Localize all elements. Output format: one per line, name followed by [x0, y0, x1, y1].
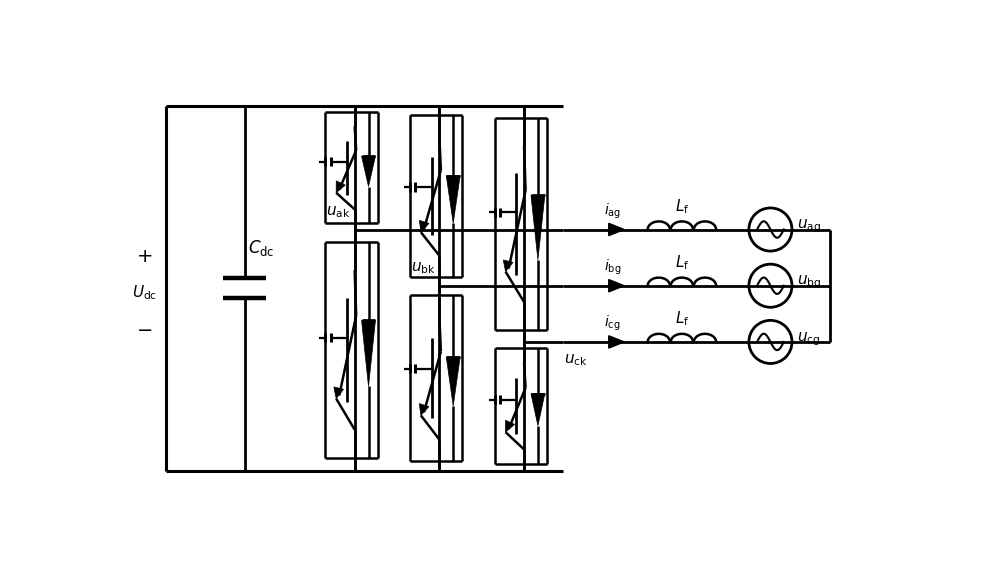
Text: $u_{\mathrm{ag}}$: $u_{\mathrm{ag}}$: [797, 218, 821, 235]
Polygon shape: [531, 394, 545, 425]
Polygon shape: [419, 220, 429, 232]
Polygon shape: [531, 195, 545, 260]
Polygon shape: [505, 420, 515, 432]
Text: $i_{\mathrm{cg}}$: $i_{\mathrm{cg}}$: [604, 314, 621, 333]
Polygon shape: [334, 387, 344, 398]
Polygon shape: [362, 156, 375, 186]
Polygon shape: [609, 280, 624, 292]
Text: $U_{\mathrm{dc}}$: $U_{\mathrm{dc}}$: [132, 283, 157, 302]
Polygon shape: [362, 320, 375, 386]
Text: $u_{\mathrm{ak}}$: $u_{\mathrm{ak}}$: [326, 205, 351, 220]
Polygon shape: [609, 336, 624, 348]
Polygon shape: [336, 181, 345, 193]
Text: $L_{\mathrm{f}}$: $L_{\mathrm{f}}$: [675, 253, 689, 272]
Text: $-$: $-$: [136, 319, 153, 338]
Polygon shape: [503, 260, 513, 272]
Text: $u_{\mathrm{bg}}$: $u_{\mathrm{bg}}$: [797, 274, 821, 292]
Polygon shape: [446, 357, 460, 406]
Polygon shape: [446, 176, 460, 223]
Polygon shape: [609, 223, 624, 236]
Text: $C_{\mathrm{dc}}$: $C_{\mathrm{dc}}$: [248, 238, 275, 258]
Text: $u_{\mathrm{bk}}$: $u_{\mathrm{bk}}$: [411, 261, 436, 276]
Text: $u_{\mathrm{ck}}$: $u_{\mathrm{ck}}$: [564, 353, 588, 368]
Text: $+$: $+$: [136, 246, 153, 266]
Text: $i_{\mathrm{bg}}$: $i_{\mathrm{bg}}$: [604, 258, 621, 277]
Polygon shape: [419, 403, 429, 415]
Text: $u_{\mathrm{cg}}$: $u_{\mathrm{cg}}$: [797, 330, 820, 347]
Text: $L_{\mathrm{f}}$: $L_{\mathrm{f}}$: [675, 197, 689, 216]
Text: $i_{\mathrm{ag}}$: $i_{\mathrm{ag}}$: [604, 202, 621, 221]
Text: $L_{\mathrm{f}}$: $L_{\mathrm{f}}$: [675, 310, 689, 328]
